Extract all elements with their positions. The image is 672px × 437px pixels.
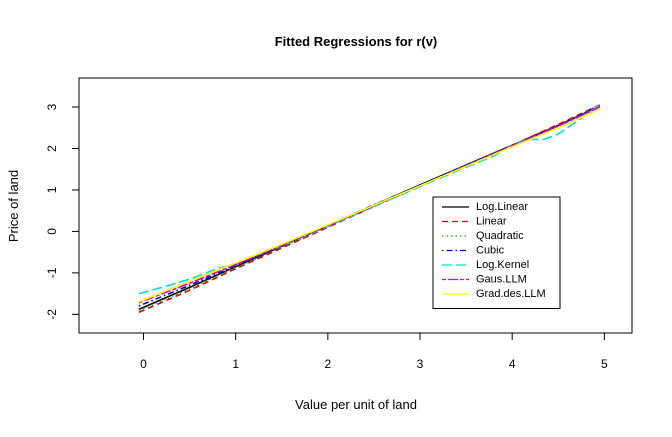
legend-label: Linear <box>476 216 507 228</box>
legend-label: Gaus.LLM <box>476 274 527 286</box>
y-tick-label: -1 <box>45 267 59 278</box>
x-tick-label: 1 <box>232 357 239 371</box>
legend-label: Grad.des.LLM <box>476 288 546 300</box>
chart-title: Fitted Regressions for r(v) <box>275 34 438 49</box>
series-line-7 <box>138 108 601 303</box>
legend-label: Cubic <box>476 245 505 257</box>
x-tick-label: 3 <box>417 357 424 371</box>
legend-label: Log.Kernel <box>476 259 529 271</box>
y-axis-label: Price of land <box>6 170 21 242</box>
y-tick-label: -2 <box>45 309 59 320</box>
x-tick-label: 5 <box>601 357 608 371</box>
x-tick-label: 2 <box>325 357 332 371</box>
legend: Log.Linear Linear Quadratic Cubic Log.Kernel… <box>432 196 561 309</box>
x-tick-label: 4 <box>509 357 516 371</box>
y-axis: -2 -1 0 1 2 3 <box>45 103 80 320</box>
series-layer <box>138 103 603 314</box>
x-axis: 0 1 2 3 4 5 <box>140 332 608 371</box>
y-tick-label: 0 <box>45 228 59 235</box>
y-tick-label: 3 <box>45 103 59 110</box>
x-tick-label: 0 <box>140 357 147 371</box>
legend-label: Log.Linear <box>476 201 528 213</box>
legend-label: Quadratic <box>476 230 524 242</box>
y-tick-label: 1 <box>45 186 59 193</box>
y-tick-label: 2 <box>45 145 59 152</box>
legend-box <box>432 196 561 309</box>
x-axis-label: Value per unit of land <box>295 397 417 412</box>
